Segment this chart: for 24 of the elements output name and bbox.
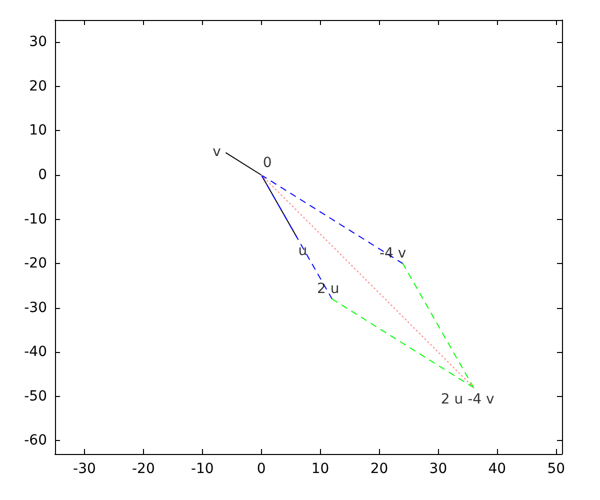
x-tick-label: -30 bbox=[73, 461, 96, 477]
y-tick-label: -30 bbox=[24, 300, 47, 316]
x-tick-label: -20 bbox=[132, 461, 155, 477]
y-tick-label: 20 bbox=[29, 78, 47, 94]
x-tick-label: 50 bbox=[547, 461, 566, 477]
annotation: 2 u -4 v bbox=[440, 392, 494, 408]
y-tick-label: 10 bbox=[29, 122, 47, 139]
annotation: u bbox=[298, 243, 308, 259]
annotation: 2 u bbox=[316, 281, 340, 297]
x-tick-label: 20 bbox=[370, 461, 388, 477]
x-tick-label: 40 bbox=[488, 461, 506, 477]
y-tick-label: 0 bbox=[38, 167, 47, 183]
y-tick-label: -40 bbox=[24, 344, 47, 360]
y-tick-label: -20 bbox=[24, 256, 47, 272]
x-tick-label: -10 bbox=[190, 461, 214, 477]
y-tick-label: -60 bbox=[24, 432, 47, 449]
x-tick-label: 30 bbox=[429, 461, 448, 477]
x-tick-label: 10 bbox=[311, 461, 330, 477]
annotation: 0 bbox=[262, 155, 272, 171]
y-tick-label: -10 bbox=[24, 211, 47, 228]
y-tick-label: -50 bbox=[24, 388, 47, 404]
annotation: v bbox=[212, 144, 221, 160]
x-tick-label: 0 bbox=[256, 461, 266, 477]
y-tick-label: 30 bbox=[29, 34, 47, 50]
